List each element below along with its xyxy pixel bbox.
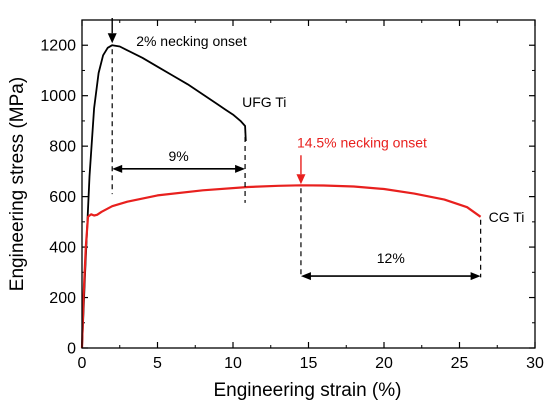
x-axis-title: Engineering strain (%) (214, 380, 402, 401)
x-tick-label: 25 (451, 355, 469, 372)
y-tick-label: 1200 (40, 38, 76, 55)
cg-span-arrow-head-left (300, 272, 311, 281)
y-tick-label: 800 (49, 139, 76, 156)
ufg-span-arrow-head-left (112, 164, 123, 173)
cg-necking-label: 14.5% necking onset (297, 134, 427, 150)
y-tick-label: 1000 (40, 88, 76, 105)
ufg-series-label: UFG Ti (242, 94, 286, 110)
y-tick-label: 600 (49, 189, 76, 206)
annotation-layer: 2% necking onset 9% UFG Ti 14.5% necking on… (107, 18, 525, 281)
series-layer (80, 44, 482, 349)
cg-necking-arrow-head (296, 174, 306, 185)
y-tick-label: 200 (49, 290, 76, 307)
x-tick-label: 0 (78, 355, 87, 372)
y-tick-label: 400 (49, 240, 76, 257)
y-axis-title: Engineering stress (MPa) (7, 77, 28, 291)
ufg-span-arrow-head-right (235, 164, 246, 173)
x-tick-label: 15 (300, 355, 318, 372)
cg-series-label: CG Ti (489, 209, 525, 225)
x-tick-label: 5 (153, 355, 162, 372)
ufg-necking-label: 2% necking onset (136, 33, 247, 49)
cg-span-arrow-head-right (470, 272, 481, 281)
series-line-ufg-ti (81, 44, 247, 349)
series-line-cg-ti (80, 184, 482, 349)
x-tick-label: 30 (526, 355, 544, 372)
cg-span-label: 12% (377, 250, 405, 266)
x-tick-label: 20 (375, 355, 393, 372)
x-tick-label: 10 (224, 355, 242, 372)
ufg-necking-arrow-head (107, 33, 117, 44)
plot-frame (81, 19, 536, 349)
y-tick-label: 0 (67, 341, 76, 358)
ufg-span-label: 9% (169, 148, 189, 164)
tick-labels: 0 5 10 15 20 25 30 0 200 400 600 800 1000 1200 (40, 38, 544, 372)
